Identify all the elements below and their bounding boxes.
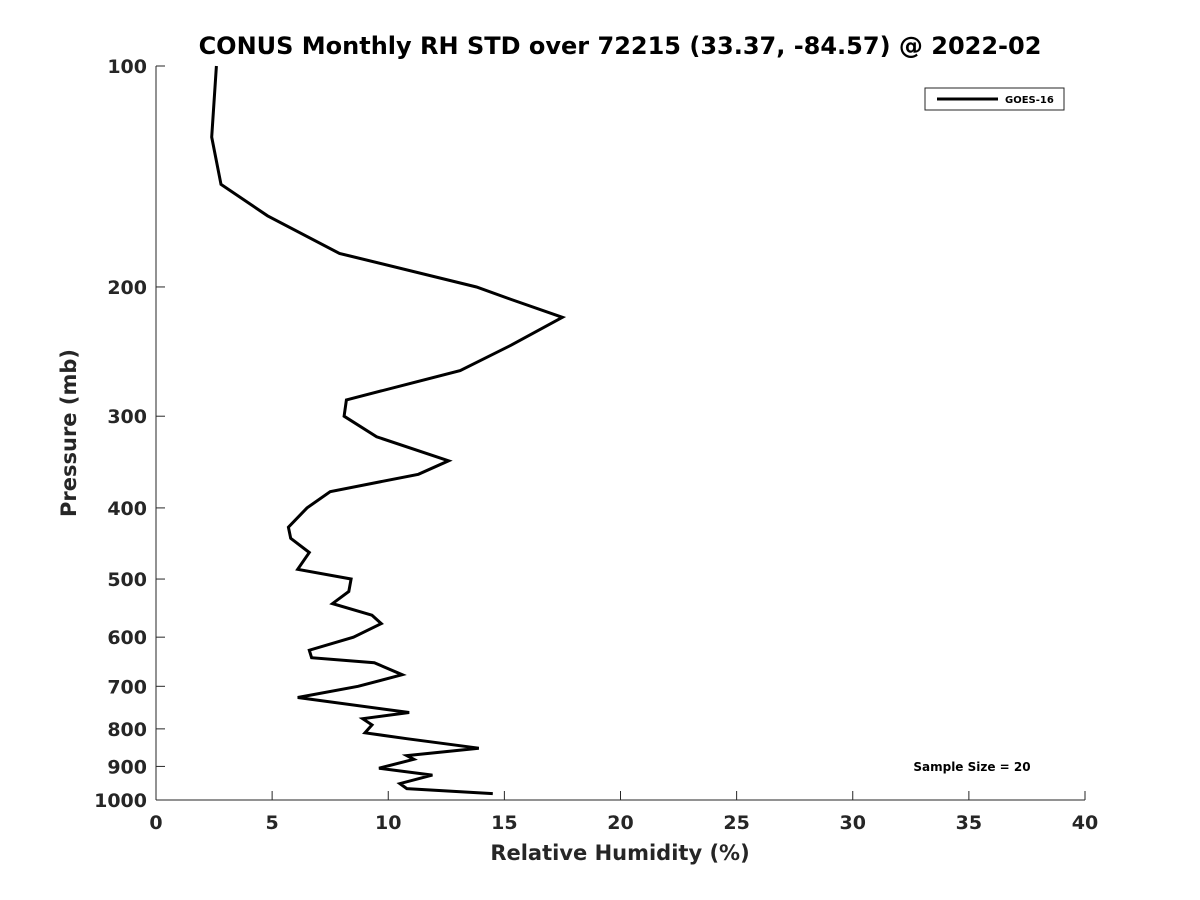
x-axis-label: Relative Humidity (%) (490, 841, 749, 865)
y-tick-label: 600 (107, 627, 147, 649)
x-tick-label: 30 (840, 812, 866, 834)
y-tick-label: 1000 (94, 790, 147, 812)
y-tick-label: 500 (107, 569, 147, 591)
y-tick-label: 800 (107, 719, 147, 741)
y-tick-label: 900 (107, 756, 147, 778)
x-tick-label: 15 (491, 812, 517, 834)
x-tick-label: 40 (1072, 812, 1098, 834)
x-tick-label: 0 (149, 812, 162, 834)
x-tick-label: 10 (375, 812, 401, 834)
legend-label: GOES-16 (1005, 95, 1054, 106)
x-tick-label: 35 (956, 812, 982, 834)
plot-area: 0 5 10 15 20 25 30 35 40 100 200 300 400 500 600 700 800… (94, 56, 1098, 834)
chart-title: CONUS Monthly RH STD over 72215 (33.37, … (199, 32, 1042, 60)
y-tick-label: 200 (107, 277, 147, 299)
y-tick-label: 300 (107, 406, 147, 428)
y-tick-label: 400 (107, 498, 147, 520)
x-tick-label: 20 (607, 812, 633, 834)
x-tick-label: 25 (723, 812, 749, 834)
y-tick-label: 100 (107, 56, 147, 78)
y-tick-label: 700 (107, 676, 147, 698)
sample-size-annotation: Sample Size = 20 (913, 760, 1030, 774)
series-line-goes-16 (210, 65, 567, 796)
y-axis-label: Pressure (mb) (57, 349, 81, 517)
x-tick-label: 5 (266, 812, 279, 834)
